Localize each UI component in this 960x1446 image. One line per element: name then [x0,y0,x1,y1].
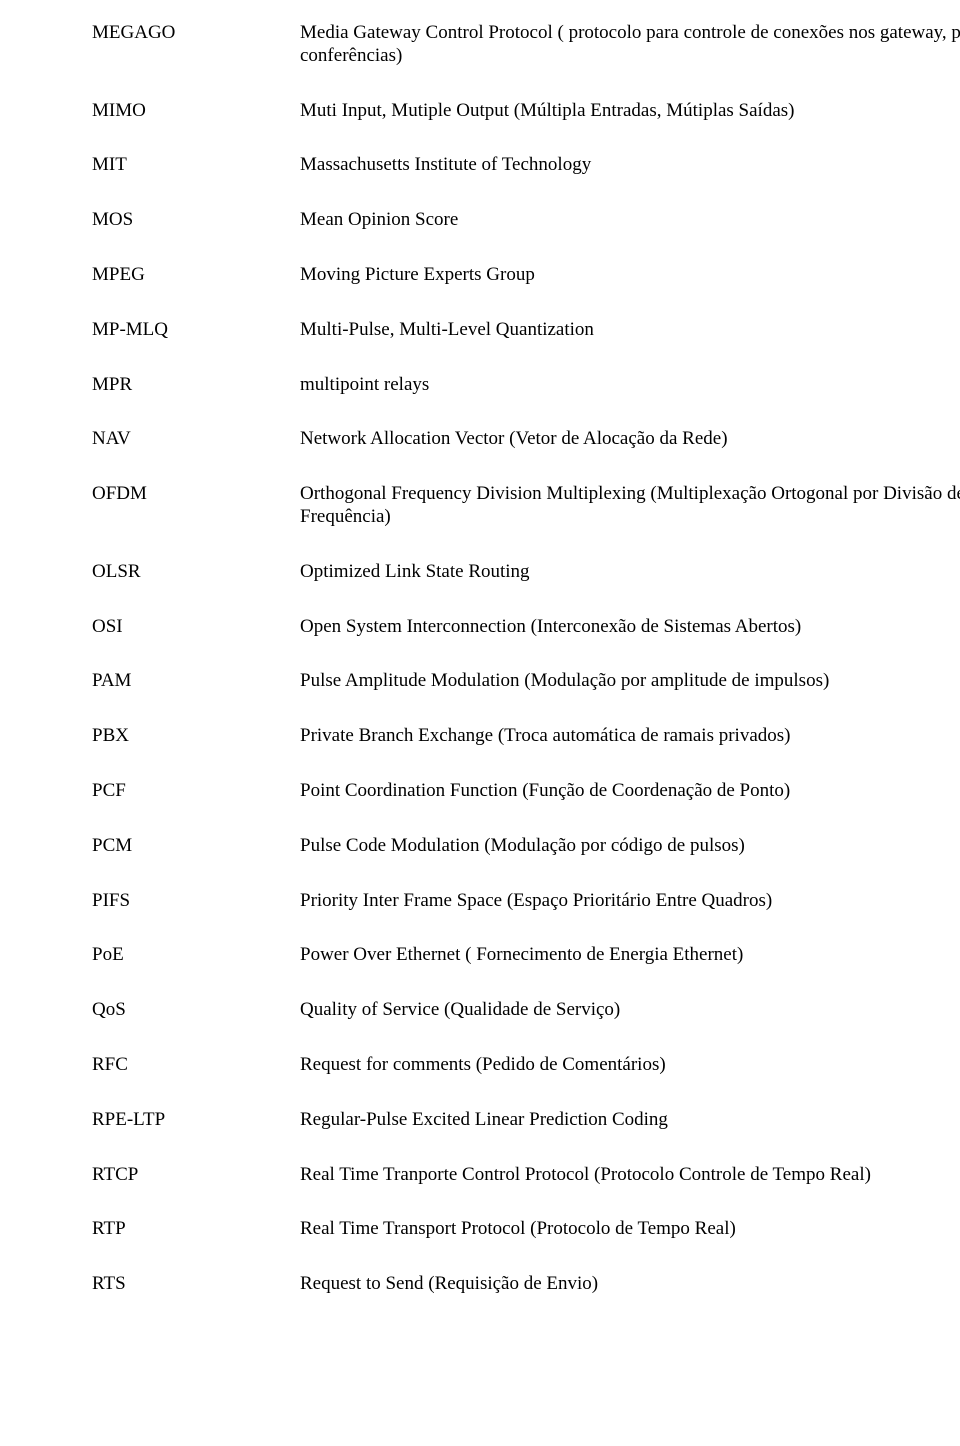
glossary-entry: QoSQuality of Service (Qualidade de Serv… [92,999,960,1022]
abbreviation: MEGAGO [92,22,300,45]
abbreviation: MPR [92,374,300,397]
glossary-entry: PCMPulse Code Modulation (Modulação por … [92,835,960,858]
glossary-entry: MEGAGOMedia Gateway Control Protocol ( p… [92,22,960,68]
glossary-entry: PoEPower Over Ethernet ( Fornecimento de… [92,944,960,967]
glossary-entry: RTCPReal Time Tranporte Control Protocol… [92,1164,960,1187]
glossary-entry: PAMPulse Amplitude Modulation (Modulação… [92,670,960,693]
glossary-entry: MOSMean Opinion Score [92,209,960,232]
abbreviation: PIFS [92,890,300,913]
abbreviation: MP-MLQ [92,319,300,342]
abbreviation: OFDM [92,483,300,506]
definition: multipoint relays [300,374,960,397]
glossary-entry: RFCRequest for comments (Pedido de Comen… [92,1054,960,1077]
definition: Multi-Pulse, Multi-Level Quantization [300,319,960,342]
definition: Pulse Code Modulation (Modulação por cód… [300,835,960,858]
abbreviation: RTP [92,1218,300,1241]
abbreviation: MOS [92,209,300,232]
glossary-entry: MIMOMuti Input, Mutiple Output (Múltipla… [92,100,960,123]
definition: Muti Input, Mutiple Output (Múltipla Ent… [300,100,960,123]
glossary-entry: RPE-LTPRegular-Pulse Excited Linear Pred… [92,1109,960,1132]
abbreviation: MPEG [92,264,300,287]
glossary-entry: RTSRequest to Send (Requisição de Envio) [92,1273,960,1296]
definition: Moving Picture Experts Group [300,264,960,287]
glossary-list: MEGAGOMedia Gateway Control Protocol ( p… [92,22,960,1296]
abbreviation: RPE-LTP [92,1109,300,1132]
definition: Regular-Pulse Excited Linear Prediction … [300,1109,960,1132]
definition: Massachusetts Institute of Technology [300,154,960,177]
definition: Private Branch Exchange (Troca automátic… [300,725,960,748]
definition: Open System Interconnection (Interconexã… [300,616,960,639]
definition: Point Coordination Function (Função de C… [300,780,960,803]
glossary-entry: NAVNetwork Allocation Vector (Vetor de A… [92,428,960,451]
glossary-entry: OSIOpen System Interconnection (Intercon… [92,616,960,639]
glossary-entry: MP-MLQMulti-Pulse, Multi-Level Quantizat… [92,319,960,342]
glossary-entry: MITMassachusetts Institute of Technology [92,154,960,177]
definition: Mean Opinion Score [300,209,960,232]
abbreviation: NAV [92,428,300,451]
glossary-entry: PBXPrivate Branch Exchange (Troca automá… [92,725,960,748]
glossary-entry: MPEGMoving Picture Experts Group [92,264,960,287]
definition: Request for comments (Pedido de Comentár… [300,1054,960,1077]
definition: Real Time Tranporte Control Protocol (Pr… [300,1164,960,1187]
glossary-entry: RTPReal Time Transport Protocol (Protoco… [92,1218,960,1241]
abbreviation: PoE [92,944,300,967]
definition: Network Allocation Vector (Vetor de Aloc… [300,428,960,451]
glossary-entry: PCFPoint Coordination Function (Função d… [92,780,960,803]
glossary-entry: PIFSPriority Inter Frame Space (Espaço P… [92,890,960,913]
abbreviation: PCM [92,835,300,858]
glossary-entry: OFDMOrthogonal Frequency Division Multip… [92,483,960,529]
definition: Power Over Ethernet ( Fornecimento de En… [300,944,960,967]
abbreviation: RTS [92,1273,300,1296]
definition: Priority Inter Frame Space (Espaço Prior… [300,890,960,913]
abbreviation: PAM [92,670,300,693]
definition: Optimized Link State Routing [300,561,960,584]
abbreviation: OLSR [92,561,300,584]
abbreviation: MIMO [92,100,300,123]
glossary-entry: MPRmultipoint relays [92,374,960,397]
definition: Orthogonal Frequency Division Multiplexi… [300,483,960,529]
abbreviation: QoS [92,999,300,1022]
abbreviation: PCF [92,780,300,803]
definition: Real Time Transport Protocol (Protocolo … [300,1218,960,1241]
definition: Quality of Service (Qualidade de Serviço… [300,999,960,1022]
definition: Pulse Amplitude Modulation (Modulação po… [300,670,960,693]
definition: Request to Send (Requisição de Envio) [300,1273,960,1296]
abbreviation: MIT [92,154,300,177]
abbreviation: OSI [92,616,300,639]
abbreviation: RTCP [92,1164,300,1187]
definition: Media Gateway Control Protocol ( protoco… [300,22,960,68]
abbreviation: PBX [92,725,300,748]
glossary-entry: OLSROptimized Link State Routing [92,561,960,584]
abbreviation: RFC [92,1054,300,1077]
